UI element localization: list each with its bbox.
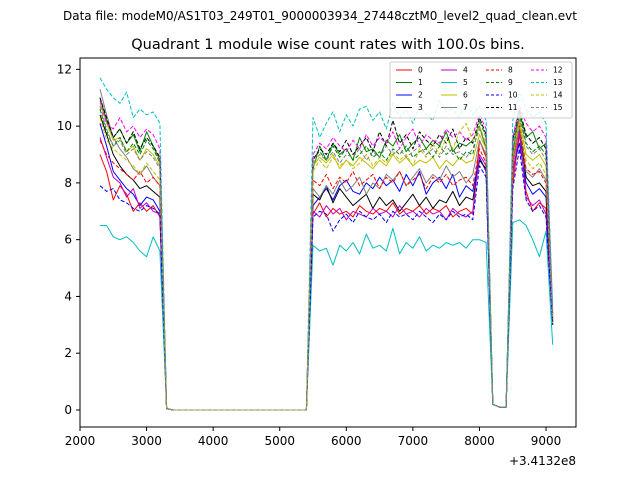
legend-label-14: 14 — [553, 91, 563, 100]
x-tick-label: 8000 — [464, 434, 495, 448]
legend-label-7: 7 — [463, 103, 468, 112]
legend-label-4: 4 — [463, 66, 468, 75]
legend-label-3: 3 — [418, 103, 423, 112]
series-layer — [99, 77, 554, 411]
legend-label-6: 6 — [463, 91, 468, 100]
y-axis: 0 2 4 6 8 10 12 — [57, 62, 80, 417]
chart-title: Quadrant 1 module wise count rates with … — [131, 37, 525, 53]
legend-label-15: 15 — [553, 103, 563, 112]
legend-label-8: 8 — [508, 66, 513, 75]
legend-label-0: 0 — [418, 66, 423, 75]
y-tick-label: 6 — [64, 233, 72, 247]
legend-label-1: 1 — [418, 78, 423, 87]
legend-label-2: 2 — [418, 91, 423, 100]
x-tick-label: 2000 — [65, 434, 96, 448]
x-offset-label: +3.4132e8 — [509, 454, 576, 468]
x-tick-label: 3000 — [131, 434, 162, 448]
y-tick-label: 12 — [57, 62, 72, 76]
series-line-15 — [99, 106, 554, 411]
y-tick-label: 2 — [64, 346, 72, 360]
legend-box — [389, 61, 573, 119]
series-line-8 — [99, 122, 554, 411]
legend-label-5: 5 — [463, 78, 468, 87]
x-tick-label: 9000 — [531, 434, 562, 448]
x-tick-label: 6000 — [331, 434, 362, 448]
y-tick-label: 10 — [57, 119, 72, 133]
legend-label-10: 10 — [508, 91, 518, 100]
x-tick-label: 4000 — [198, 434, 229, 448]
legend-label-9: 9 — [508, 78, 513, 87]
x-tick-label: 7000 — [398, 434, 429, 448]
legend-label-13: 13 — [553, 78, 563, 87]
x-tick-label: 5000 — [264, 434, 295, 448]
y-tick-label: 0 — [64, 403, 72, 417]
figure-suptitle: Data file: modeM0/AS1T03_249T01_90000039… — [63, 9, 577, 23]
legend-label-12: 12 — [553, 66, 563, 75]
y-tick-label: 8 — [64, 176, 72, 190]
plot-frame — [79, 57, 577, 428]
y-tick-label: 4 — [64, 289, 72, 303]
series-line-10 — [99, 148, 554, 411]
x-axis: 2000 3000 4000 5000 6000 7000 8000 9000 — [65, 427, 562, 448]
legend-label-11: 11 — [508, 103, 518, 112]
